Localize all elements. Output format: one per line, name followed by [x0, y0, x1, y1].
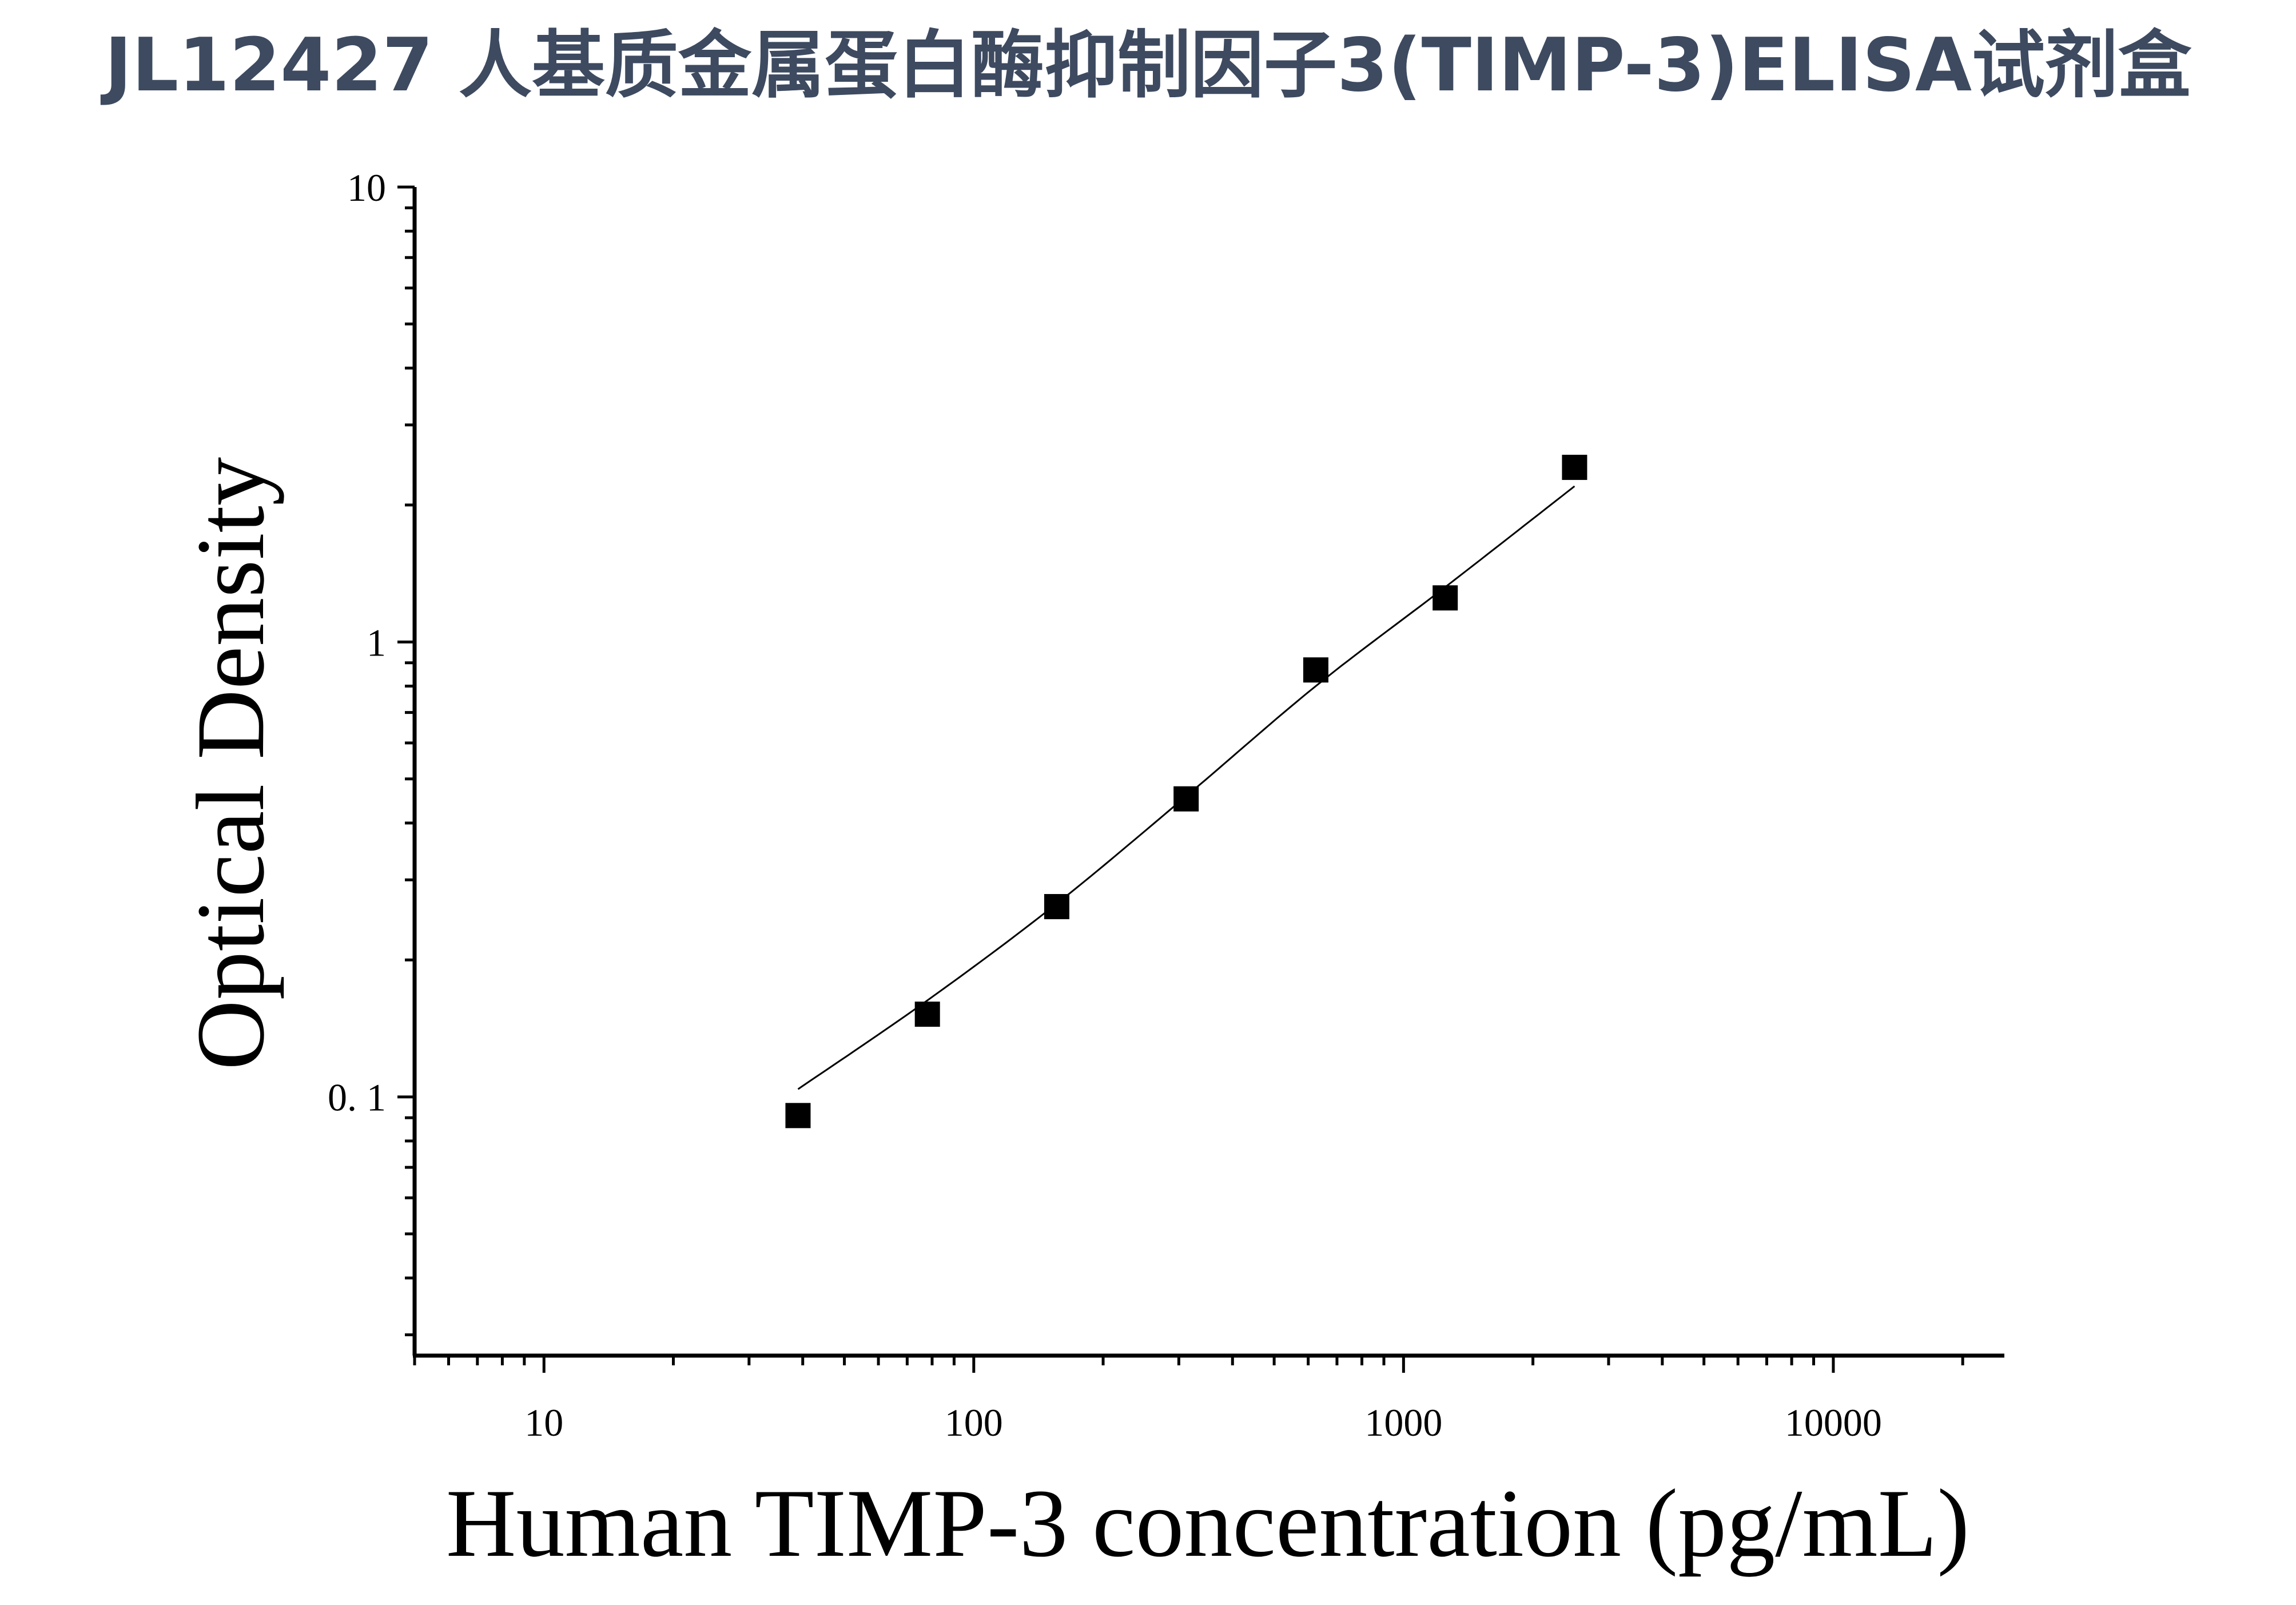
- axes: [412, 187, 2004, 1358]
- data-point: [1562, 455, 1587, 480]
- data-points: [785, 455, 1587, 1129]
- data-point: [914, 1002, 940, 1027]
- page-title: JL12427 人基质金属蛋白酶抑制因子3(TIMP-3)ELISA试剂盒: [104, 23, 2192, 108]
- data-point: [1432, 585, 1458, 611]
- data-point: [1044, 894, 1069, 920]
- data-point: [785, 1103, 811, 1129]
- x-tick-label: 100: [945, 1401, 1003, 1444]
- y-tick-label: 0. 1: [328, 1076, 386, 1119]
- axis-ticks: [397, 185, 1964, 1373]
- y-axis-label: Optical Density: [177, 457, 284, 1070]
- x-tick-label: 10: [524, 1401, 563, 1444]
- y-tick-label: 1: [367, 621, 386, 664]
- x-tick-label: 10000: [1785, 1401, 1882, 1444]
- x-axis-label: Human TIMP-3 concentration (pg/mL): [446, 1469, 1969, 1577]
- x-tick-label: 1000: [1364, 1401, 1442, 1444]
- data-point: [1303, 657, 1328, 683]
- tick-labels: 10 100 1000 10000 0. 1 1 10: [328, 166, 1882, 1444]
- data-point: [1173, 786, 1199, 812]
- y-tick-label: 10: [347, 166, 386, 209]
